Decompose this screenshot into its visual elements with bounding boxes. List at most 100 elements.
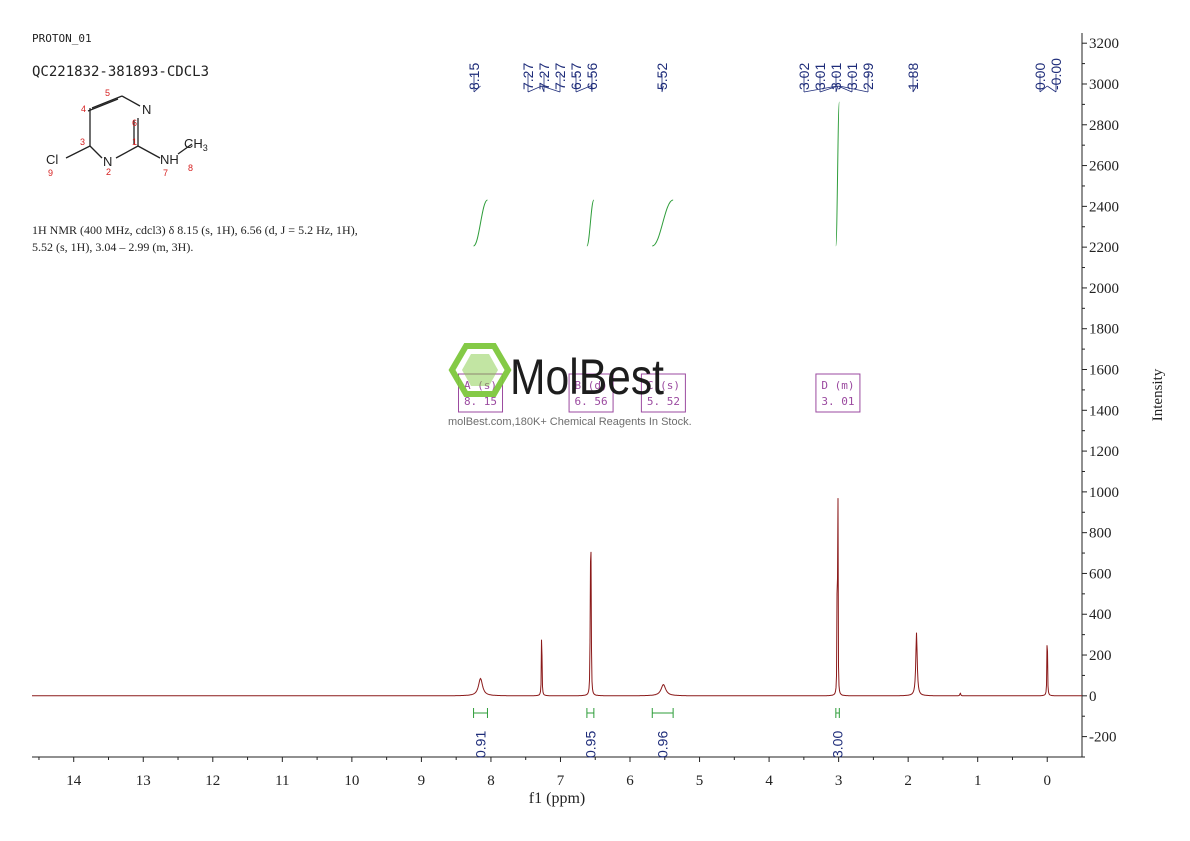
y-tick-label: 1600 bbox=[1089, 363, 1119, 379]
y-tick-label: -200 bbox=[1089, 730, 1117, 746]
y-tick-label: 1000 bbox=[1089, 485, 1119, 501]
peak-label-leader bbox=[1039, 74, 1048, 93]
atom-number-6: 6 bbox=[132, 118, 137, 128]
atom-number-1: 1 bbox=[132, 137, 137, 147]
y-tick-label: 2000 bbox=[1089, 281, 1119, 297]
x-tick-label: 6 bbox=[626, 773, 634, 789]
multiplet-shift: 3. 01 bbox=[821, 395, 854, 408]
watermark-logo-icon bbox=[448, 343, 512, 397]
axes: 14 13 12 11 10 9 8 7 6 5 4 3 2 1 032003000280026002400… bbox=[32, 33, 1166, 807]
integral-bracket bbox=[835, 708, 840, 718]
atom-nh: NH bbox=[160, 152, 179, 167]
atom-ch3: CH3 bbox=[184, 136, 208, 153]
y-tick-label: 1800 bbox=[1089, 322, 1119, 338]
x-tick-label: 9 bbox=[418, 773, 426, 789]
multiplet-box bbox=[568, 373, 614, 413]
molecule-atom-labels: N N Cl NH CH3 bbox=[46, 102, 208, 169]
x-tick-label: 2 bbox=[904, 773, 912, 789]
y-tick-label: 800 bbox=[1089, 526, 1112, 542]
multiplet-type: B (d) bbox=[575, 379, 608, 392]
multiplet-type: C (s) bbox=[647, 379, 680, 392]
x-tick-label: 7 bbox=[557, 773, 565, 789]
atom-number-3: 3 bbox=[80, 137, 85, 147]
atom-number-2: 2 bbox=[106, 167, 111, 177]
x-axis-label: f1 (ppm) bbox=[529, 790, 585, 807]
multiplet-shift: 6. 56 bbox=[575, 395, 608, 408]
multiplet-type: D (m) bbox=[821, 379, 854, 392]
peak-label-leader bbox=[541, 74, 561, 93]
peak-label-leader bbox=[527, 74, 542, 93]
peak-label-leader bbox=[835, 74, 839, 93]
peak-label-leader bbox=[1047, 74, 1057, 93]
integral-value: 0.96 bbox=[655, 731, 671, 758]
spectrum-line bbox=[32, 498, 1082, 697]
integral-bracket bbox=[473, 708, 488, 718]
integral-curve bbox=[835, 101, 840, 247]
integral-curve bbox=[586, 199, 595, 247]
peak-label-leader bbox=[819, 74, 839, 93]
peak-label: -0.00 bbox=[1048, 58, 1064, 90]
peak-label-leader bbox=[590, 74, 593, 93]
y-tick-label: 2800 bbox=[1089, 118, 1119, 134]
watermark: MolBest molBest.com,180K+ Chemical Reage… bbox=[448, 343, 692, 428]
y-tick-label: 3200 bbox=[1089, 36, 1119, 52]
atom-number-9: 9 bbox=[48, 168, 53, 178]
peak-label-leader bbox=[661, 74, 664, 93]
sample-id: QC221832-381893-CDCL3 bbox=[32, 64, 209, 80]
y-tick-label: 2400 bbox=[1089, 199, 1119, 215]
atom-numbers: 1 2 3 4 5 6 7 8 9 bbox=[48, 88, 193, 178]
x-tick-label: 13 bbox=[136, 773, 151, 789]
multiplet-shift: 8. 15 bbox=[464, 395, 497, 408]
x-tick-label: 10 bbox=[344, 773, 359, 789]
multiplet-boxes: A (s) 8. 15 B (d) 6. 56 C (s) 5. 52 D (m) 3. 01 bbox=[458, 373, 861, 413]
y-tick-label: 200 bbox=[1089, 648, 1112, 664]
integrals: 0.91 0.95 0.96 3.00 bbox=[473, 101, 846, 758]
x-tick-label: 14 bbox=[66, 773, 82, 789]
watermark-brand: MolBest bbox=[510, 349, 664, 405]
peak-label-leader bbox=[912, 74, 917, 93]
peak-labels: 8.15 7.27 7.27 7.27 6.57 6.56 5.52 3.02 3.01 3.01… bbox=[466, 58, 1064, 93]
atom-n2: N bbox=[103, 154, 112, 169]
multiplet-shift: 5. 52 bbox=[647, 395, 680, 408]
y-tick-label: 2600 bbox=[1089, 159, 1119, 175]
integral-value: 0.91 bbox=[473, 731, 489, 758]
x-tick-label: 8 bbox=[487, 773, 495, 789]
y-tick-label: 600 bbox=[1089, 566, 1112, 582]
y-tick-label: 2200 bbox=[1089, 240, 1119, 256]
atom-number-4: 4 bbox=[81, 104, 86, 114]
peak-label-leader bbox=[541, 74, 545, 93]
integral-curve bbox=[652, 199, 674, 247]
integral-curve bbox=[473, 199, 488, 247]
x-tick-label: 4 bbox=[765, 773, 773, 789]
integral-bracket bbox=[586, 708, 595, 718]
y-tick-label: 400 bbox=[1089, 607, 1112, 623]
y-tick-label: 1400 bbox=[1089, 403, 1119, 419]
x-tick-label: 11 bbox=[275, 773, 289, 789]
x-tick-label: 0 bbox=[1043, 773, 1051, 789]
peak-label-leader bbox=[473, 74, 481, 93]
x-tick-label: 12 bbox=[205, 773, 220, 789]
spectrum-trace bbox=[32, 498, 1082, 697]
watermark-tagline: molBest.com,180K+ Chemical Reagents In S… bbox=[448, 416, 692, 428]
y-tick-label: 0 bbox=[1089, 689, 1097, 705]
nmr-description-line-2: 5.52 (s, 1H), 3.04 – 2.99 (m, 3H). bbox=[32, 240, 193, 254]
y-tick-label: 1200 bbox=[1089, 444, 1119, 460]
y-tick-label: 3000 bbox=[1089, 77, 1119, 93]
atom-number-8: 8 bbox=[188, 163, 193, 173]
integral-bracket bbox=[651, 708, 674, 718]
molecule-structure bbox=[65, 95, 193, 159]
x-tick-label: 3 bbox=[835, 773, 843, 789]
peak-label-leader bbox=[575, 74, 591, 93]
y-axis-label: Intensity bbox=[1150, 368, 1166, 421]
integral-value: 0.95 bbox=[582, 731, 598, 758]
nmr-description-line-1: 1H NMR (400 MHz, cdcl3) δ 8.15 (s, 1H), … bbox=[32, 223, 358, 237]
multiplet-box bbox=[640, 373, 686, 413]
integral-value: 3.00 bbox=[830, 731, 846, 758]
atom-cl: Cl bbox=[46, 152, 58, 167]
multiplet-type: A (s) bbox=[464, 379, 497, 392]
spectrum-title: PROTON_01 bbox=[32, 32, 92, 45]
atom-number-7: 7 bbox=[163, 168, 168, 178]
atom-number-5: 5 bbox=[105, 88, 110, 98]
peak-label-leader bbox=[803, 74, 838, 93]
